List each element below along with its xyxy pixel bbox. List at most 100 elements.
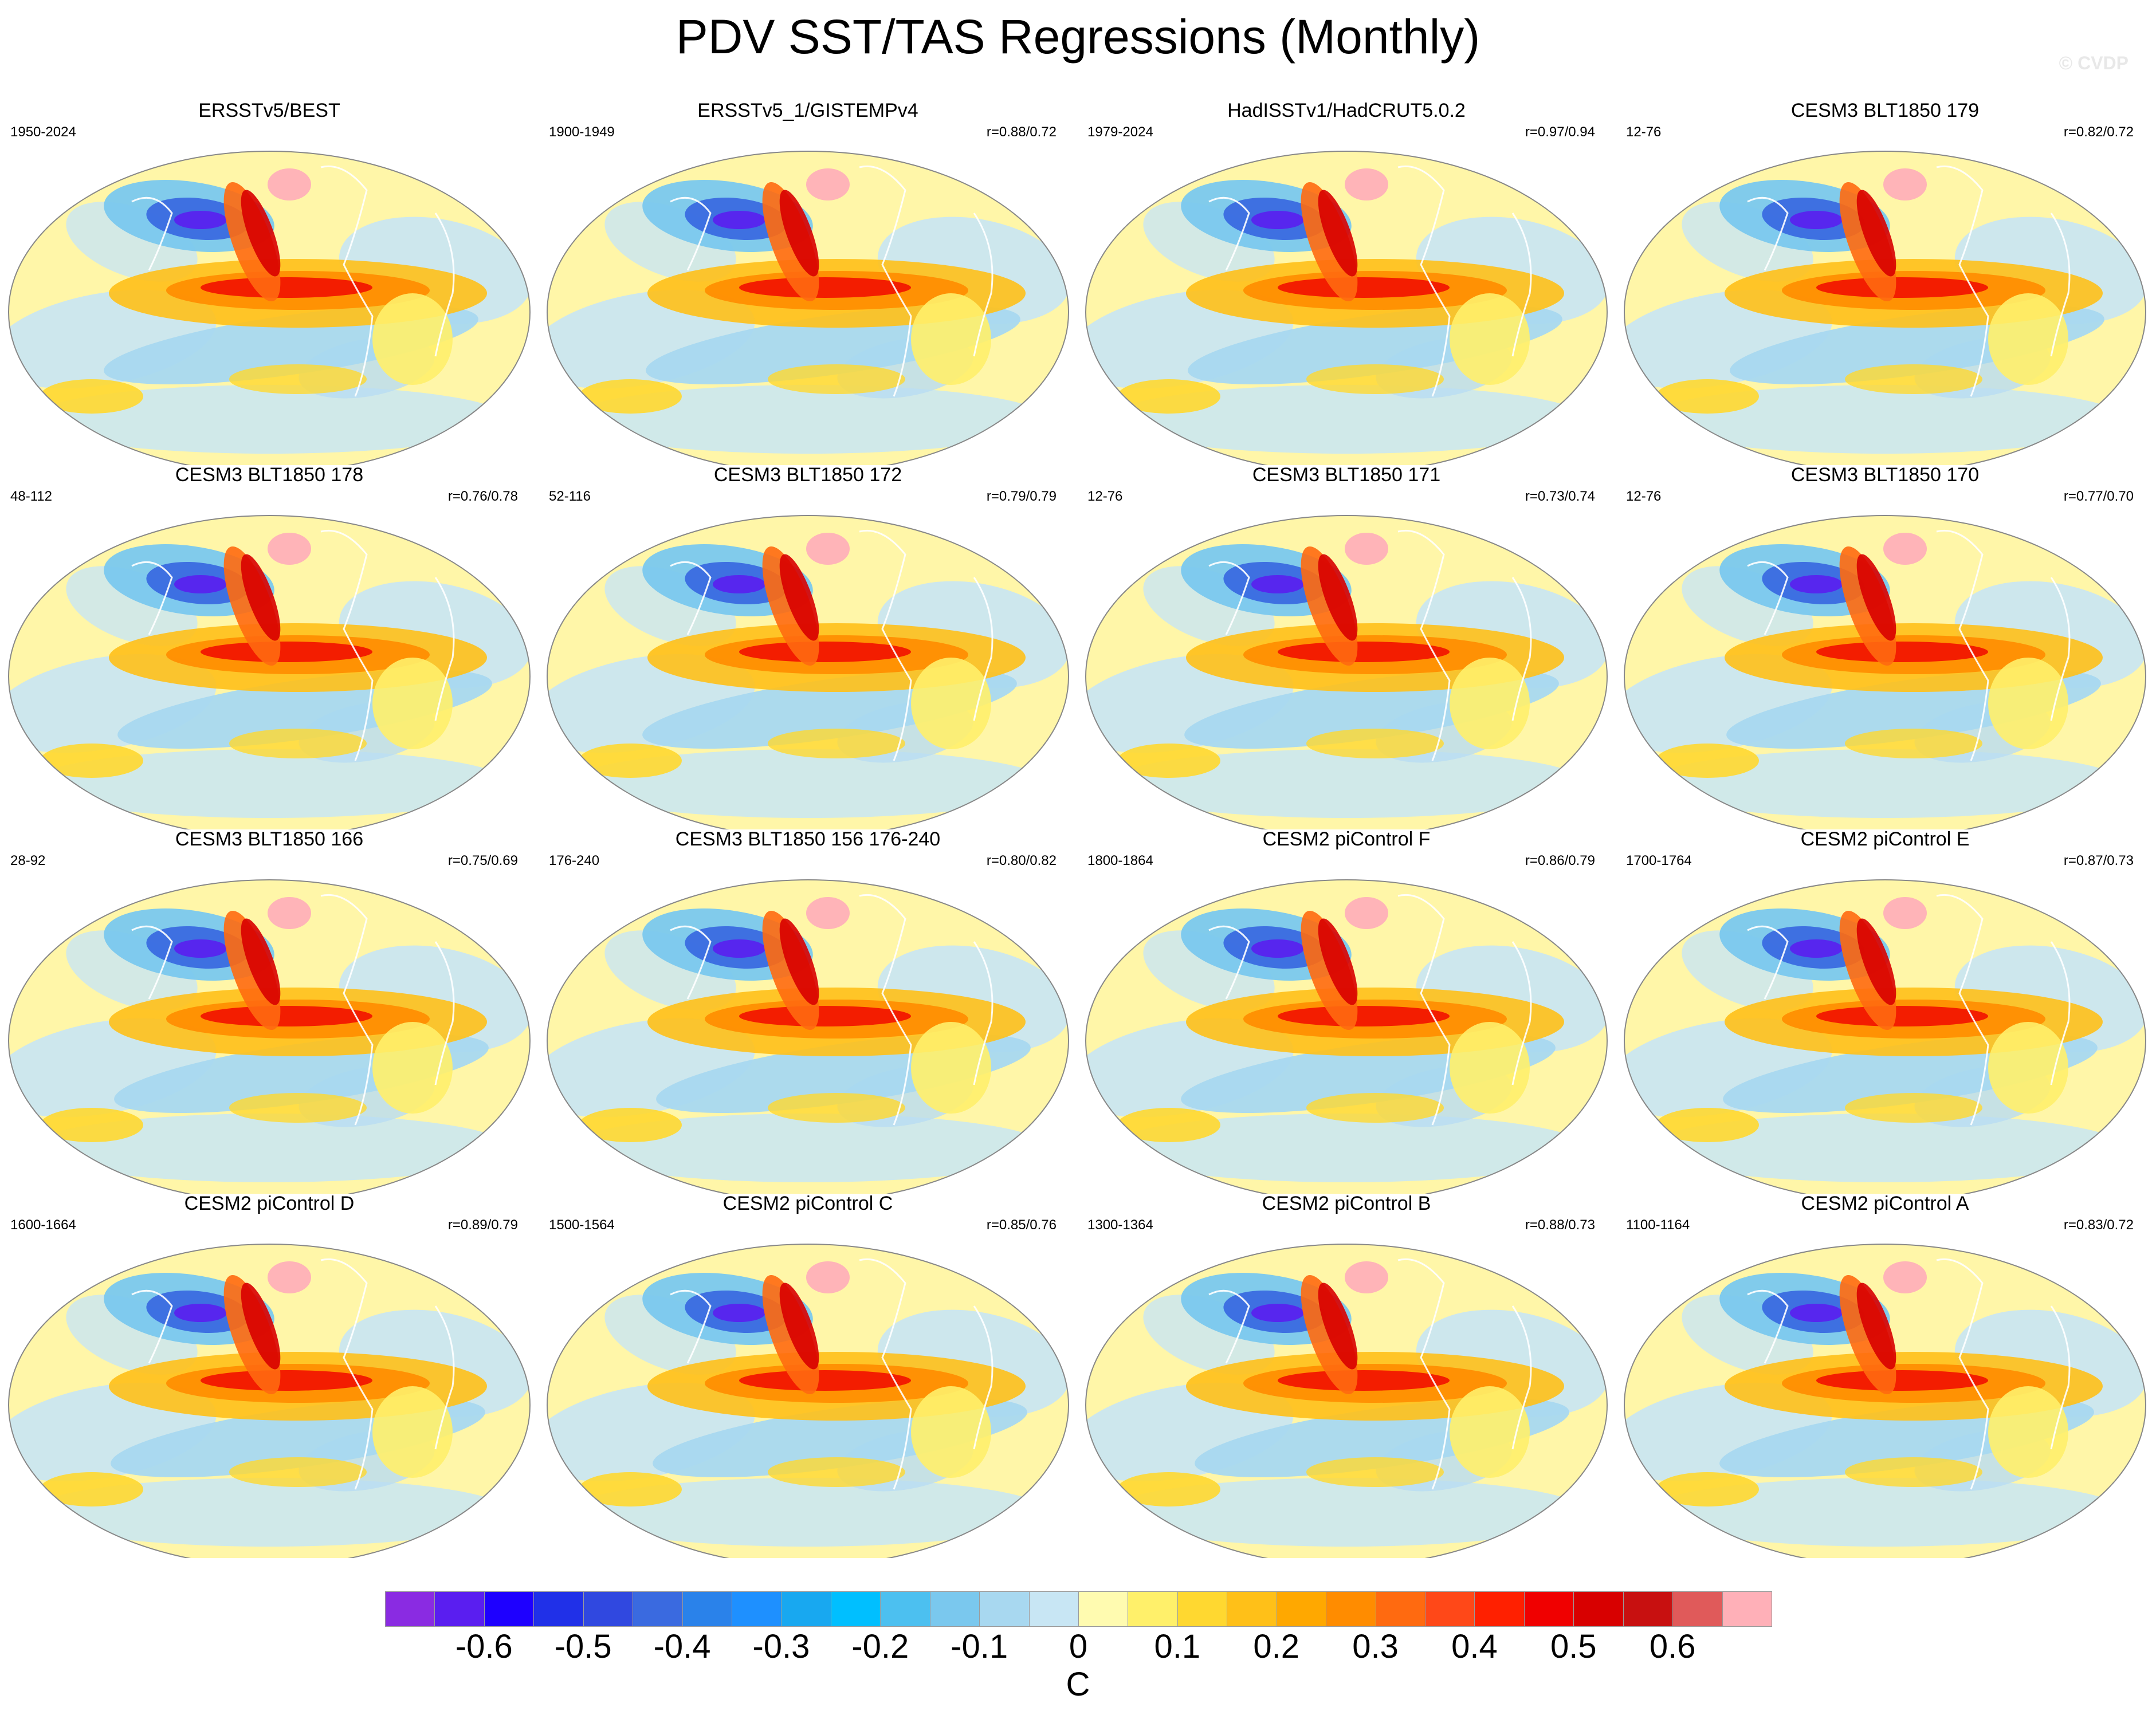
panel-correlation: r=0.88/0.72: [986, 124, 1057, 140]
colorbar-swatch: [1128, 1591, 1178, 1627]
map-panel: CESM2 piControl E 1700-1764 r=0.87/0.73: [1616, 827, 2154, 1194]
colorbar-swatch: [1078, 1591, 1129, 1627]
panel-title: CESM3 BLT1850 156 176-240: [675, 828, 941, 850]
map-globe: [7, 515, 531, 829]
panel-period: 1500-1564: [549, 1217, 615, 1233]
colorbar-swatch: [1623, 1591, 1674, 1627]
map-globe: [1623, 879, 2147, 1194]
map-panel: CESM3 BLT1850 172 52-116 r=0.79/0.79: [539, 463, 1077, 829]
panel-title: CESM2 piControl D: [184, 1193, 355, 1214]
panel-title: CESM3 BLT1850 172: [713, 464, 902, 486]
map-panel: ERSSTv5_1/GISTEMPv4 1900-1949 r=0.88/0.72: [539, 99, 1077, 465]
watermark: © CVDP: [2059, 53, 2128, 73]
panel-correlation: r=0.83/0.72: [2063, 1217, 2134, 1233]
colorbar-unit: C: [1066, 1666, 1090, 1703]
panel-title: CESM3 BLT1850 170: [1790, 464, 1980, 486]
map-globe: [1623, 515, 2147, 829]
map-panel: CESM2 piControl C 1500-1564 r=0.85/0.76: [539, 1191, 1077, 1558]
colorbar-tick-label: -0.6: [455, 1628, 513, 1665]
map-globe: [546, 879, 1070, 1194]
map-globe: [1085, 151, 1608, 465]
panel-title: CESM3 BLT1850 171: [1252, 464, 1441, 486]
map-panel: CESM3 BLT1850 170 12-76 r=0.77/0.70: [1616, 463, 2154, 829]
map-panel: CESM3 BLT1850 171 12-76 r=0.73/0.74: [1077, 463, 1616, 829]
colorbar-swatch: [1573, 1591, 1624, 1627]
colorbar: [385, 1591, 1772, 1627]
map-panel: CESM3 BLT1850 156 176-240 176-240 r=0.80/0…: [539, 827, 1077, 1194]
colorbar-swatch: [1474, 1591, 1525, 1627]
map-globe: [7, 879, 531, 1194]
map-globe: [1085, 515, 1608, 829]
panel-period: 28-92: [10, 853, 46, 868]
panel-correlation: r=0.87/0.73: [2063, 853, 2134, 868]
panel-period: 176-240: [549, 853, 600, 868]
panel-title: CESM3 BLT1850 166: [175, 828, 364, 850]
map-panel: CESM3 BLT1850 179 12-76 r=0.82/0.72: [1616, 99, 2154, 465]
colorbar-swatch: [1672, 1591, 1723, 1627]
panel-correlation: r=0.80/0.82: [986, 853, 1057, 868]
colorbar-swatch: [781, 1591, 831, 1627]
colorbar-swatch: [1177, 1591, 1228, 1627]
panel-correlation: r=0.79/0.79: [986, 489, 1057, 504]
colorbar-swatch: [533, 1591, 584, 1627]
colorbar-swatch: [1425, 1591, 1475, 1627]
colorbar-tick-label: 0.6: [1649, 1628, 1696, 1665]
panel-correlation: r=0.76/0.78: [447, 489, 518, 504]
colorbar-tick-label: 0.2: [1253, 1628, 1300, 1665]
panel-title: CESM2 piControl B: [1262, 1193, 1431, 1214]
colorbar-tick-label: -0.5: [554, 1628, 612, 1665]
map-globe: [7, 151, 531, 465]
map-globe: [546, 515, 1070, 829]
panel-correlation: r=0.88/0.73: [1525, 1217, 1595, 1233]
panel-period: 1600-1664: [10, 1217, 76, 1233]
panel-period: 1950-2024: [10, 124, 76, 140]
panel-title: CESM2 piControl E: [1800, 828, 1970, 850]
panel-title: HadISSTv1/HadCRUT5.0.2: [1227, 100, 1466, 121]
colorbar-swatch: [1326, 1591, 1376, 1627]
panel-correlation: r=0.73/0.74: [1525, 489, 1595, 504]
map-globe: [1085, 1244, 1608, 1558]
colorbar-swatch: [1276, 1591, 1327, 1627]
panel-title: CESM2 piControl C: [722, 1193, 893, 1214]
panel-period: 1979-2024: [1087, 124, 1153, 140]
colorbar-tick-label: 0: [1069, 1628, 1088, 1665]
colorbar-swatch: [830, 1591, 881, 1627]
panel-period: 1800-1864: [1087, 853, 1153, 868]
panel-correlation: r=0.97/0.94: [1525, 124, 1595, 140]
map-panel: CESM3 BLT1850 166 28-92 r=0.75/0.69: [0, 827, 539, 1194]
panel-title: CESM2 piControl A: [1801, 1193, 1969, 1214]
map-panel: HadISSTv1/HadCRUT5.0.2 1979-2024 r=0.97/0.…: [1077, 99, 1616, 465]
colorbar-swatch: [1227, 1591, 1277, 1627]
colorbar-swatch: [682, 1591, 732, 1627]
map-panel: CESM3 BLT1850 178 48-112 r=0.76/0.78: [0, 463, 539, 829]
panel-period: 48-112: [10, 489, 52, 504]
page-title: PDV SST/TAS Regressions (Monthly): [676, 10, 1480, 64]
map-globe: [546, 151, 1070, 465]
panel-period: 1300-1364: [1087, 1217, 1153, 1233]
panel-period: 12-76: [1626, 489, 1662, 504]
map-panel: CESM2 piControl A 1100-1164 r=0.83/0.72: [1616, 1191, 2154, 1558]
map-panel: ERSSTv5/BEST 1950-2024: [0, 99, 539, 465]
panel-period: 1700-1764: [1626, 853, 1692, 868]
colorbar-swatch: [1722, 1591, 1772, 1627]
colorbar-swatch: [1028, 1591, 1079, 1627]
colorbar-labels: -0.6 -0.5 -0.4 -0.3 -0.2 -0.1 0 0.1 0.2 0.3 0.4 0.5…: [385, 1628, 1772, 1668]
panel-title: ERSSTv5_1/GISTEMPv4: [697, 100, 918, 121]
colorbar-tick-label: 0.3: [1352, 1628, 1399, 1665]
colorbar-swatch: [633, 1591, 683, 1627]
colorbar-tick-label: -0.2: [851, 1628, 909, 1665]
panel-title: CESM3 BLT1850 178: [175, 464, 364, 486]
panel-correlation: r=0.82/0.72: [2063, 124, 2134, 140]
colorbar-tick-label: -0.3: [752, 1628, 810, 1665]
panel-period: 12-76: [1087, 489, 1123, 504]
map-globe: [7, 1244, 531, 1558]
panel-grid: ERSSTv5/BEST 1950-2024 ERSSTv5_1/GISTEMPv4…: [0, 99, 2154, 1558]
panel-title: CESM2 piControl F: [1262, 828, 1431, 850]
colorbar-swatch: [583, 1591, 634, 1627]
map-globe: [546, 1244, 1070, 1558]
map-panel: CESM2 piControl F 1800-1864 r=0.86/0.79: [1077, 827, 1616, 1194]
colorbar-tick-label: 0.5: [1550, 1628, 1597, 1665]
colorbar-swatch: [385, 1591, 435, 1627]
panel-correlation: r=0.77/0.70: [2063, 489, 2134, 504]
colorbar-swatch: [732, 1591, 782, 1627]
